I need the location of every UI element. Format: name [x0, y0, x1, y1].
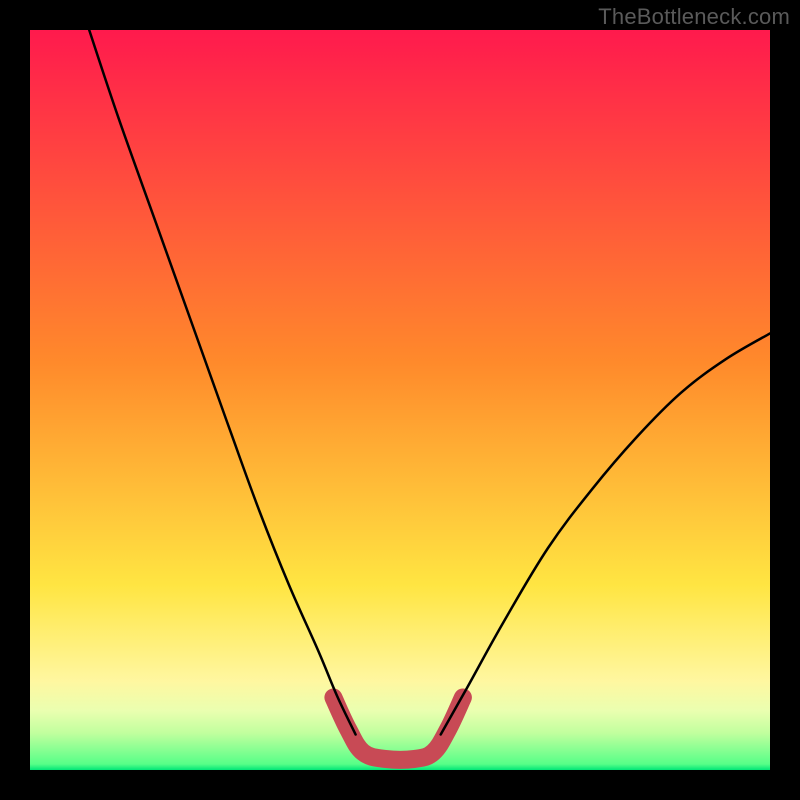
chart-frame: TheBottleneck.com [0, 0, 800, 800]
watermark-text: TheBottleneck.com [598, 4, 790, 30]
chart-plot-area [30, 30, 770, 770]
left-branch-path [89, 30, 355, 734]
right-branch-path [441, 333, 770, 734]
chart-svg [30, 30, 770, 770]
